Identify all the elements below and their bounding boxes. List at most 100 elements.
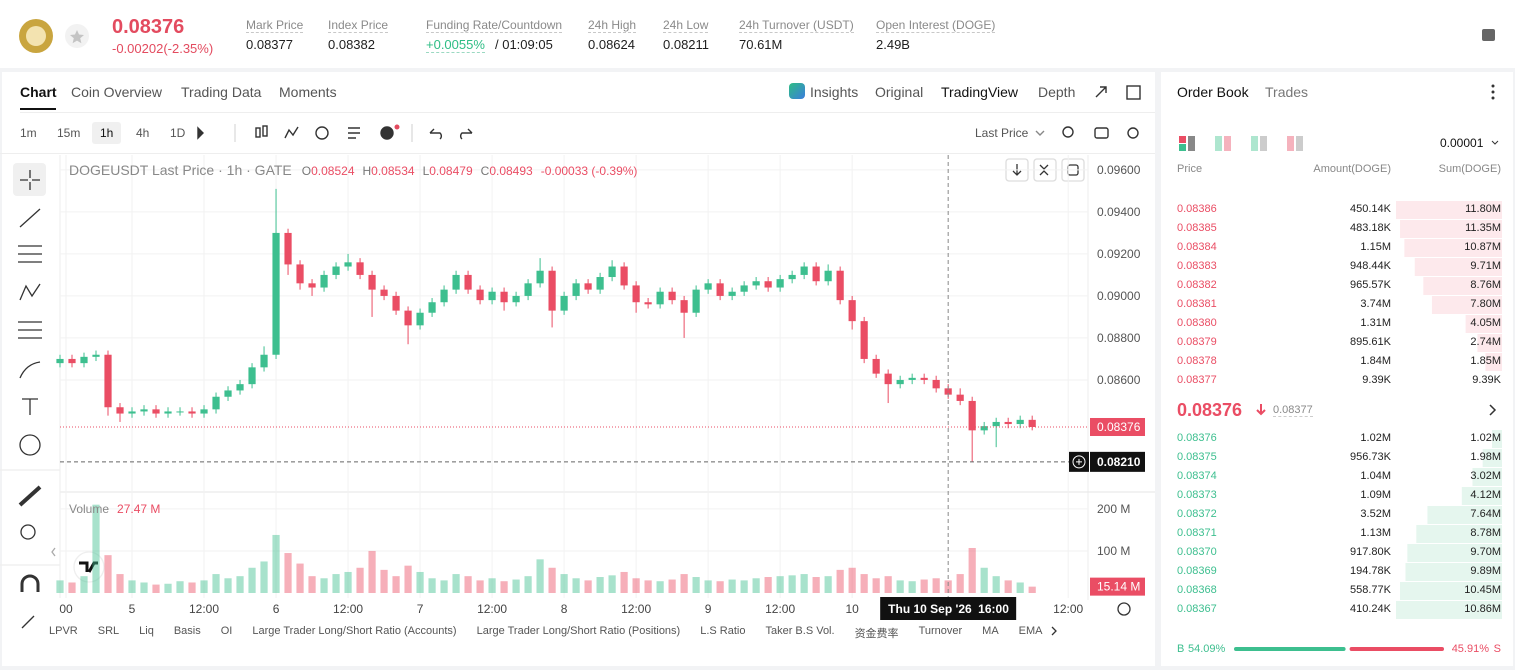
candle-body bbox=[236, 384, 244, 391]
volume-bar bbox=[176, 581, 184, 593]
candle-body bbox=[908, 377, 916, 380]
redo-icon[interactable] bbox=[460, 128, 473, 140]
text-tool[interactable] bbox=[22, 398, 38, 415]
amount: 1.04M bbox=[1360, 470, 1391, 482]
dropdown-arrow[interactable] bbox=[197, 126, 204, 140]
more-arrow[interactable] bbox=[1051, 626, 1057, 636]
stat-value: 0.08211 bbox=[663, 37, 710, 52]
indicator-icon[interactable] bbox=[284, 126, 299, 139]
dropdown-arrow[interactable] bbox=[1491, 140, 1499, 145]
interval-button[interactable]: 1h bbox=[92, 122, 122, 144]
candle-body bbox=[584, 283, 592, 290]
depth-bar bbox=[1465, 315, 1502, 333]
camera-icon[interactable] bbox=[1094, 127, 1109, 139]
axis-settings[interactable] bbox=[1117, 602, 1131, 616]
window-icon[interactable] bbox=[1126, 85, 1141, 100]
brush-tool[interactable] bbox=[19, 361, 41, 379]
indicator[interactable]: Large Trader Long/Short Ratio (Accounts) bbox=[252, 625, 457, 637]
alert-icon[interactable] bbox=[380, 126, 394, 140]
interval-button[interactable]: 4h bbox=[136, 126, 150, 140]
interval-button[interactable]: 15m bbox=[57, 126, 81, 140]
expand-icon[interactable] bbox=[1095, 86, 1107, 98]
price-type-select[interactable]: Last Price bbox=[975, 126, 1029, 140]
layout-icon[interactable] bbox=[1296, 136, 1303, 151]
layout-icon[interactable] bbox=[1179, 144, 1186, 151]
price: 0.08371 bbox=[1177, 527, 1217, 539]
y-tick-label: 0.09000 bbox=[1097, 289, 1141, 303]
indicator[interactable]: SRL bbox=[97, 625, 120, 637]
interval-button[interactable]: 1D bbox=[170, 126, 186, 140]
volume-bar bbox=[992, 576, 1000, 593]
chart-tab[interactable]: Coin Overview bbox=[71, 84, 163, 100]
indicator[interactable]: Liq bbox=[139, 625, 154, 637]
interval-button[interactable]: 1m bbox=[20, 126, 37, 140]
indicator[interactable]: Large Trader Long/Short Ratio (Positions… bbox=[476, 625, 681, 637]
search-icon[interactable] bbox=[1062, 126, 1074, 138]
candle-body bbox=[812, 266, 820, 282]
emoji-tool[interactable] bbox=[19, 434, 41, 456]
collapse-arrow[interactable] bbox=[51, 547, 56, 557]
candle-type-icon[interactable] bbox=[262, 125, 268, 137]
sum: 1.02M bbox=[1470, 432, 1501, 444]
menu-icon[interactable] bbox=[1482, 29, 1495, 41]
layout-icon[interactable] bbox=[1260, 136, 1267, 151]
amount: 895.61K bbox=[1350, 336, 1391, 348]
order-book-tab[interactable]: Order Book bbox=[1177, 84, 1249, 100]
settings-icon[interactable] bbox=[1127, 127, 1139, 139]
chart-tab[interactable]: Chart bbox=[20, 84, 57, 100]
indicator[interactable]: MA bbox=[982, 625, 999, 637]
layout-icon[interactable] bbox=[1287, 136, 1294, 151]
fib-tool[interactable] bbox=[18, 245, 42, 263]
indicator[interactable]: 资金费率 bbox=[854, 628, 899, 640]
indicator[interactable]: Taker B.S Vol. bbox=[765, 625, 835, 637]
volume-bar bbox=[56, 580, 64, 593]
chart-buttons bbox=[51, 158, 1131, 636]
more-icon[interactable] bbox=[1491, 84, 1495, 88]
precision-select[interactable]: 0.00001 bbox=[1440, 136, 1484, 150]
crosshair-tool[interactable] bbox=[20, 170, 40, 190]
pattern-tool[interactable] bbox=[19, 283, 41, 301]
layout-icon[interactable] bbox=[1179, 136, 1186, 143]
volume-bar bbox=[572, 578, 580, 593]
more-icon[interactable] bbox=[1491, 90, 1495, 94]
column-header: Price bbox=[1177, 163, 1203, 175]
undo-icon[interactable] bbox=[429, 128, 442, 140]
indicator[interactable]: Turnover bbox=[918, 625, 963, 637]
indicator[interactable]: L.S Ratio bbox=[700, 625, 746, 637]
view-tab[interactable]: TradingView bbox=[941, 84, 1019, 100]
indicator[interactable]: LPVR bbox=[49, 625, 78, 637]
dropdown-arrow[interactable] bbox=[1035, 130, 1045, 136]
mid-arrow[interactable] bbox=[1489, 404, 1497, 416]
more-icon[interactable] bbox=[1491, 96, 1495, 100]
sum: 10.86M bbox=[1464, 603, 1501, 615]
view-tab[interactable]: Original bbox=[875, 84, 924, 100]
volume-bar bbox=[812, 577, 820, 593]
layout-icon[interactable] bbox=[1251, 136, 1258, 151]
chart-tab[interactable]: Moments bbox=[279, 84, 337, 100]
layout-icon[interactable] bbox=[1215, 136, 1222, 151]
layout-icon[interactable] bbox=[1224, 136, 1231, 151]
layout-icon[interactable] bbox=[1188, 136, 1195, 151]
ruler-tool[interactable] bbox=[18, 485, 42, 507]
price: 0.08385 bbox=[1177, 222, 1217, 234]
template-icon[interactable] bbox=[348, 127, 360, 139]
indicator[interactable]: EMA bbox=[1018, 625, 1043, 637]
projection-tool[interactable] bbox=[18, 321, 42, 339]
trendline-tool[interactable] bbox=[19, 208, 41, 228]
crosshair-time-label: 16:00 bbox=[978, 602, 1009, 616]
indicator[interactable]: OI bbox=[220, 625, 233, 637]
volume-bar bbox=[800, 574, 808, 593]
candle-type-icon[interactable] bbox=[255, 127, 261, 138]
magnet-tool[interactable] bbox=[20, 574, 40, 592]
zoom-tool[interactable] bbox=[20, 524, 36, 540]
order-book-tab[interactable]: Trades bbox=[1265, 84, 1309, 100]
buy-key: B bbox=[1177, 643, 1185, 655]
column-header: Sum(DOGE) bbox=[1438, 163, 1501, 175]
view-tab[interactable]: Depth bbox=[1038, 84, 1076, 100]
view-tab[interactable]: Insights bbox=[810, 84, 859, 100]
pencil-tool[interactable] bbox=[21, 615, 35, 629]
indicator[interactable]: Basis bbox=[173, 625, 201, 637]
replay-icon[interactable] bbox=[315, 126, 329, 140]
chart-tab[interactable]: Trading Data bbox=[181, 84, 262, 100]
